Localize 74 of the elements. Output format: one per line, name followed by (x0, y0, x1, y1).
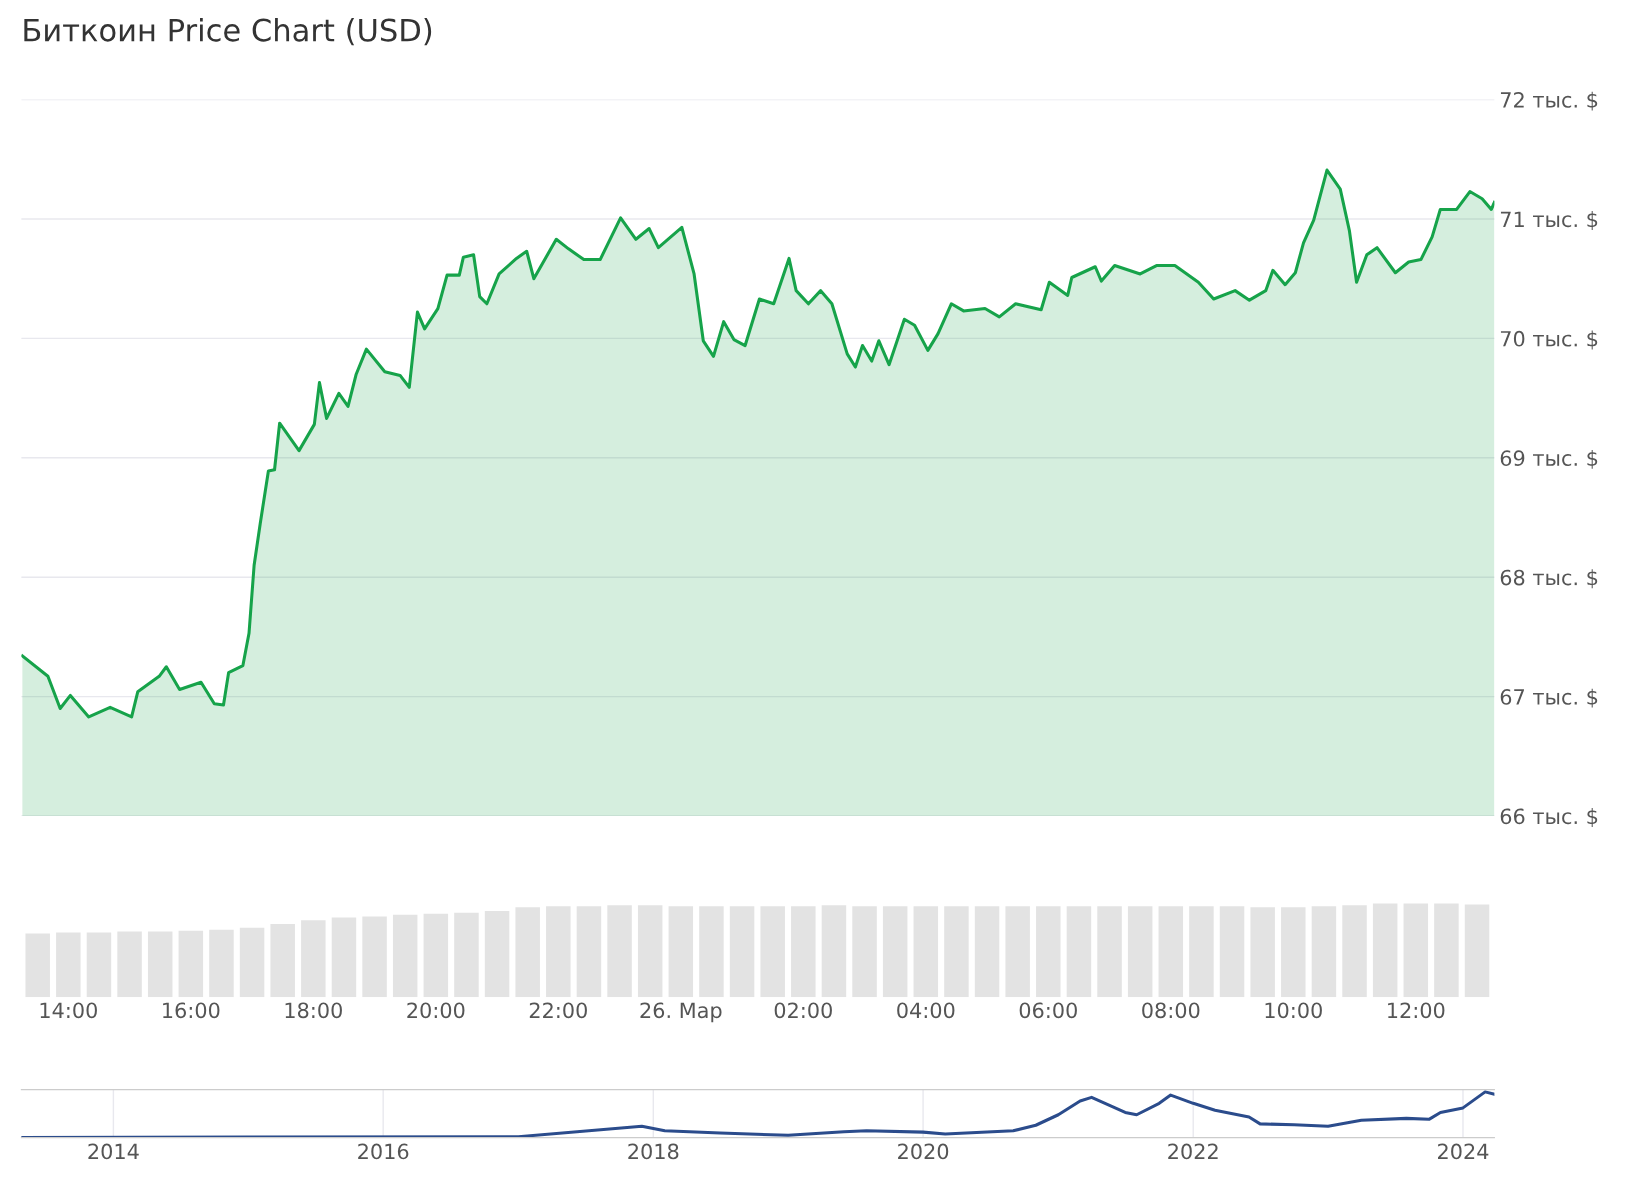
bar (1250, 907, 1275, 998)
bar (423, 913, 449, 998)
x-tick-label: 08:00 (1142, 1002, 1200, 1019)
bar (1158, 906, 1184, 998)
bar (1372, 903, 1398, 998)
bar (821, 905, 847, 998)
x-tick-label: 14:00 (40, 1002, 97, 1019)
bar (729, 906, 755, 998)
bar (1036, 906, 1061, 998)
x-tick-label: 04:00 (897, 1002, 955, 1019)
bar (178, 930, 204, 998)
y-tick-label: 69 тыс. $ (1500, 449, 1598, 469)
bar (576, 906, 602, 998)
bar (1281, 907, 1306, 998)
x-tick-label: 12:00 (1388, 1002, 1445, 1019)
bar (86, 932, 112, 998)
bar (852, 906, 877, 998)
chart-title: Биткоин Price Chart (USD) (24, 18, 432, 46)
bar (362, 916, 387, 998)
bar (1189, 906, 1214, 998)
y-tick-label: 67 тыс. $ (1500, 688, 1598, 708)
x-tick-label: 16:00 (163, 1002, 220, 1019)
bar (209, 929, 234, 998)
bar (56, 932, 81, 998)
bar (791, 906, 816, 998)
x-tick-label: 02:00 (774, 1002, 832, 1019)
bar (546, 906, 571, 998)
y-tick-label: 70 тыс. $ (1500, 330, 1598, 350)
x-tick-label: 18:00 (285, 1002, 342, 1019)
bar (944, 906, 969, 998)
bar (1219, 906, 1245, 998)
bar (25, 933, 50, 998)
x-tick-label: 2016 (358, 1143, 409, 1160)
x-tick-label: 06:00 (1019, 1002, 1077, 1019)
bar (913, 906, 939, 998)
bar (1403, 903, 1429, 998)
bar (1097, 906, 1122, 998)
bar (454, 912, 479, 998)
bar (331, 917, 357, 998)
y-tick-label: 66 тыс. $ (1500, 808, 1598, 827)
x-tick-label: 2022 (1168, 1143, 1218, 1160)
x-tick-label: 2024 (1438, 1143, 1489, 1160)
bar (882, 906, 908, 998)
bar (147, 931, 173, 998)
bar (668, 906, 694, 998)
bar (1005, 906, 1030, 998)
bar (117, 931, 142, 998)
x-tick-label: 26. Мар (640, 1002, 722, 1023)
bar (1066, 906, 1092, 998)
bar (1464, 904, 1490, 998)
bar (270, 924, 295, 998)
bar (1434, 903, 1459, 998)
bar (974, 906, 1000, 998)
bar (392, 914, 418, 998)
y-tick-label: 71 тыс. $ (1500, 211, 1598, 230)
bar (699, 906, 724, 998)
x-tick-label: 10:00 (1265, 1002, 1322, 1019)
x-tick-label: 2018 (628, 1143, 679, 1160)
bar (484, 910, 510, 998)
y-tick-label: 72 тыс. $ (1500, 91, 1598, 111)
x-tick-label: 2014 (88, 1143, 139, 1160)
bar (637, 905, 663, 998)
y-tick-label: 68 тыс. $ (1500, 569, 1598, 589)
bar (1311, 906, 1337, 998)
bar (607, 905, 632, 998)
x-tick-label: 20:00 (407, 1002, 465, 1019)
bar (515, 907, 540, 998)
x-tick-label: 22:00 (529, 1002, 587, 1019)
bar (301, 920, 326, 998)
bar (1342, 905, 1367, 998)
bar (760, 906, 785, 998)
x-tick-label: 2020 (898, 1143, 949, 1160)
bar (1127, 906, 1153, 998)
bar (239, 927, 265, 998)
